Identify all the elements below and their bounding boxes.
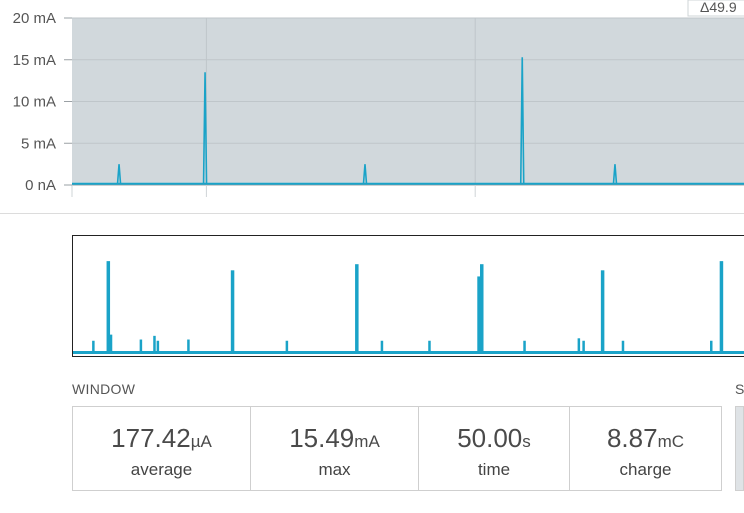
current-trace-chart[interactable]: 20 mA 15 mA 10 mA 5 mA 0 nA Δ49.9	[0, 0, 744, 205]
x-axis-ticks	[71, 185, 476, 197]
overview-spike	[156, 340, 160, 353]
y-tick-label: 20 mA	[13, 10, 56, 27]
overview-spike	[621, 340, 625, 353]
selection-section-label: S	[735, 381, 744, 397]
overview-spike	[380, 340, 384, 353]
y-tick-label: 0 nA	[25, 177, 56, 194]
trace-spike	[116, 164, 122, 184]
stat-time: 50.00s time	[419, 407, 570, 490]
overview-spike	[106, 261, 111, 353]
overview-spike	[285, 340, 289, 353]
stat-time-unit: s	[522, 432, 531, 451]
overview-spike	[109, 334, 113, 353]
delta-label: Δ49.9	[700, 0, 737, 15]
overview-baseline	[73, 351, 744, 354]
overview-trace	[73, 261, 744, 354]
window-section-label: WINDOW	[72, 381, 136, 397]
overview-frame	[72, 235, 744, 357]
overview-spike	[187, 339, 190, 353]
stat-average-value: 177.42	[111, 423, 191, 453]
stat-charge-value: 8.87	[606, 423, 658, 453]
chart-grid	[72, 17, 744, 185]
trace-spike	[612, 164, 618, 184]
y-axis-ticks: 20 mA 15 mA 10 mA 5 mA 0 nA	[13, 10, 72, 194]
overview-spike	[355, 264, 359, 353]
delta-badge: Δ49.9	[687, 0, 744, 17]
overview-spike	[523, 340, 526, 353]
trace-spike	[519, 57, 525, 184]
overview-spike	[719, 261, 724, 353]
overview-spike	[582, 340, 585, 353]
stat-time-value: 50.00	[457, 423, 523, 453]
overview-spike	[153, 335, 156, 353]
stat-charge-label: charge	[619, 460, 672, 479]
window-stats: 177.42µA average 15.49mA max 50.00s time…	[72, 406, 722, 491]
stat-charge-unit: mC	[657, 432, 685, 451]
stat-max-value: 15.49	[289, 423, 355, 453]
overview-spike	[480, 264, 484, 353]
stat-average-label: average	[130, 460, 193, 479]
trace-spike	[362, 164, 368, 184]
overview-spike	[477, 276, 481, 353]
overview-spike	[92, 340, 95, 353]
stat-max-label: max	[318, 460, 351, 479]
selection-stats-panel	[735, 406, 744, 491]
stat-time-label: time	[477, 460, 511, 479]
y-tick-label: 10 mA	[13, 94, 56, 111]
trace-spike	[202, 72, 208, 184]
current-trace	[72, 57, 744, 185]
y-tick-label: 5 mA	[21, 135, 56, 152]
stat-max: 15.49mA max	[251, 407, 419, 490]
section-divider	[0, 213, 744, 214]
stat-average: 177.42µA average	[73, 407, 251, 490]
stat-charge: 8.87mC charge	[570, 407, 721, 490]
overview-spike	[710, 340, 713, 353]
overview-spike	[577, 338, 581, 353]
overview-trace-chart[interactable]	[72, 235, 744, 357]
overview-spike	[600, 270, 605, 353]
y-tick-label: 15 mA	[13, 52, 56, 69]
overview-spike	[139, 339, 143, 353]
stat-average-unit: µA	[190, 432, 212, 451]
overview-spike	[428, 340, 431, 353]
stat-max-unit: mA	[354, 432, 380, 451]
overview-spike	[230, 270, 235, 353]
